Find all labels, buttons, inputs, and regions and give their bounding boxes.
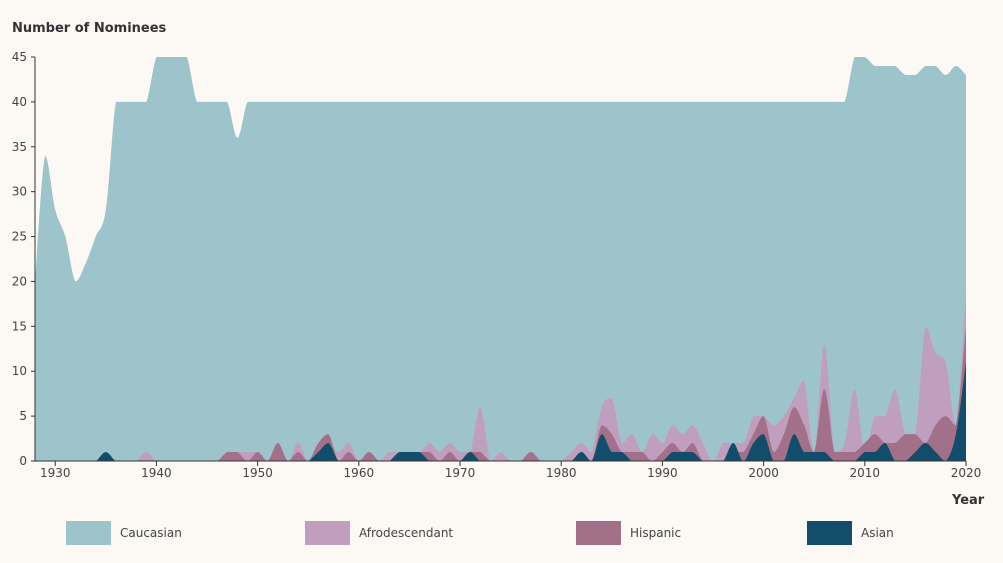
y-tick-label: 35 [12, 140, 27, 154]
x-axis-label: Year [952, 493, 985, 508]
legend-item-caucasian: Caucasian [66, 520, 182, 546]
legend-swatch-asian [807, 521, 852, 545]
area-caucasian [35, 57, 966, 461]
legend-label-afrodescendant: Afrodescendant [359, 526, 454, 540]
axes-group: 0 5 10 15 20 25 30 35 40 45 1930 1940 1950 1960 1970 19… [12, 50, 982, 480]
x-tick-label: 2010 [850, 466, 881, 480]
legend: Caucasian Afrodescendant Hispanic Asian [0, 520, 1003, 550]
x-tick-label: 2020 [951, 466, 982, 480]
legend-swatch-hispanic [576, 521, 621, 545]
legend-label-hispanic: Hispanic [630, 526, 682, 540]
y-tick-label: 25 [12, 230, 27, 244]
legend-swatch-afrodescendant [305, 521, 350, 545]
x-tick-label: 1970 [445, 466, 476, 480]
x-tick-label: 1930 [40, 466, 71, 480]
legend-swatch-caucasian [66, 521, 111, 545]
y-tick-label: 45 [12, 50, 27, 64]
x-tick-label: 1950 [242, 466, 273, 480]
y-tick-label: 40 [12, 95, 27, 109]
y-tick-label: 15 [12, 319, 27, 333]
legend-item-hispanic: Hispanic [576, 520, 681, 546]
x-tick-label: 1940 [141, 466, 172, 480]
legend-item-asian: Asian [807, 520, 894, 546]
x-tick-label: 1990 [647, 466, 678, 480]
y-tick-label: 30 [12, 185, 27, 199]
y-tick-label: 5 [19, 409, 27, 423]
legend-item-afrodescendant: Afrodescendant [305, 520, 453, 546]
y-axis-label: Number of Nominees [12, 21, 167, 36]
x-tick-label: 1980 [546, 466, 577, 480]
y-tick-label: 20 [12, 274, 27, 288]
y-tick-label: 0 [19, 454, 27, 468]
legend-label-caucasian: Caucasian [120, 526, 182, 540]
x-tick-label: 2000 [748, 466, 779, 480]
area-hispanic [35, 326, 966, 461]
x-tick-label: 1960 [344, 466, 375, 480]
legend-label-asian: Asian [861, 526, 894, 540]
area-series-group [35, 57, 966, 461]
y-tick-label: 10 [12, 364, 27, 378]
